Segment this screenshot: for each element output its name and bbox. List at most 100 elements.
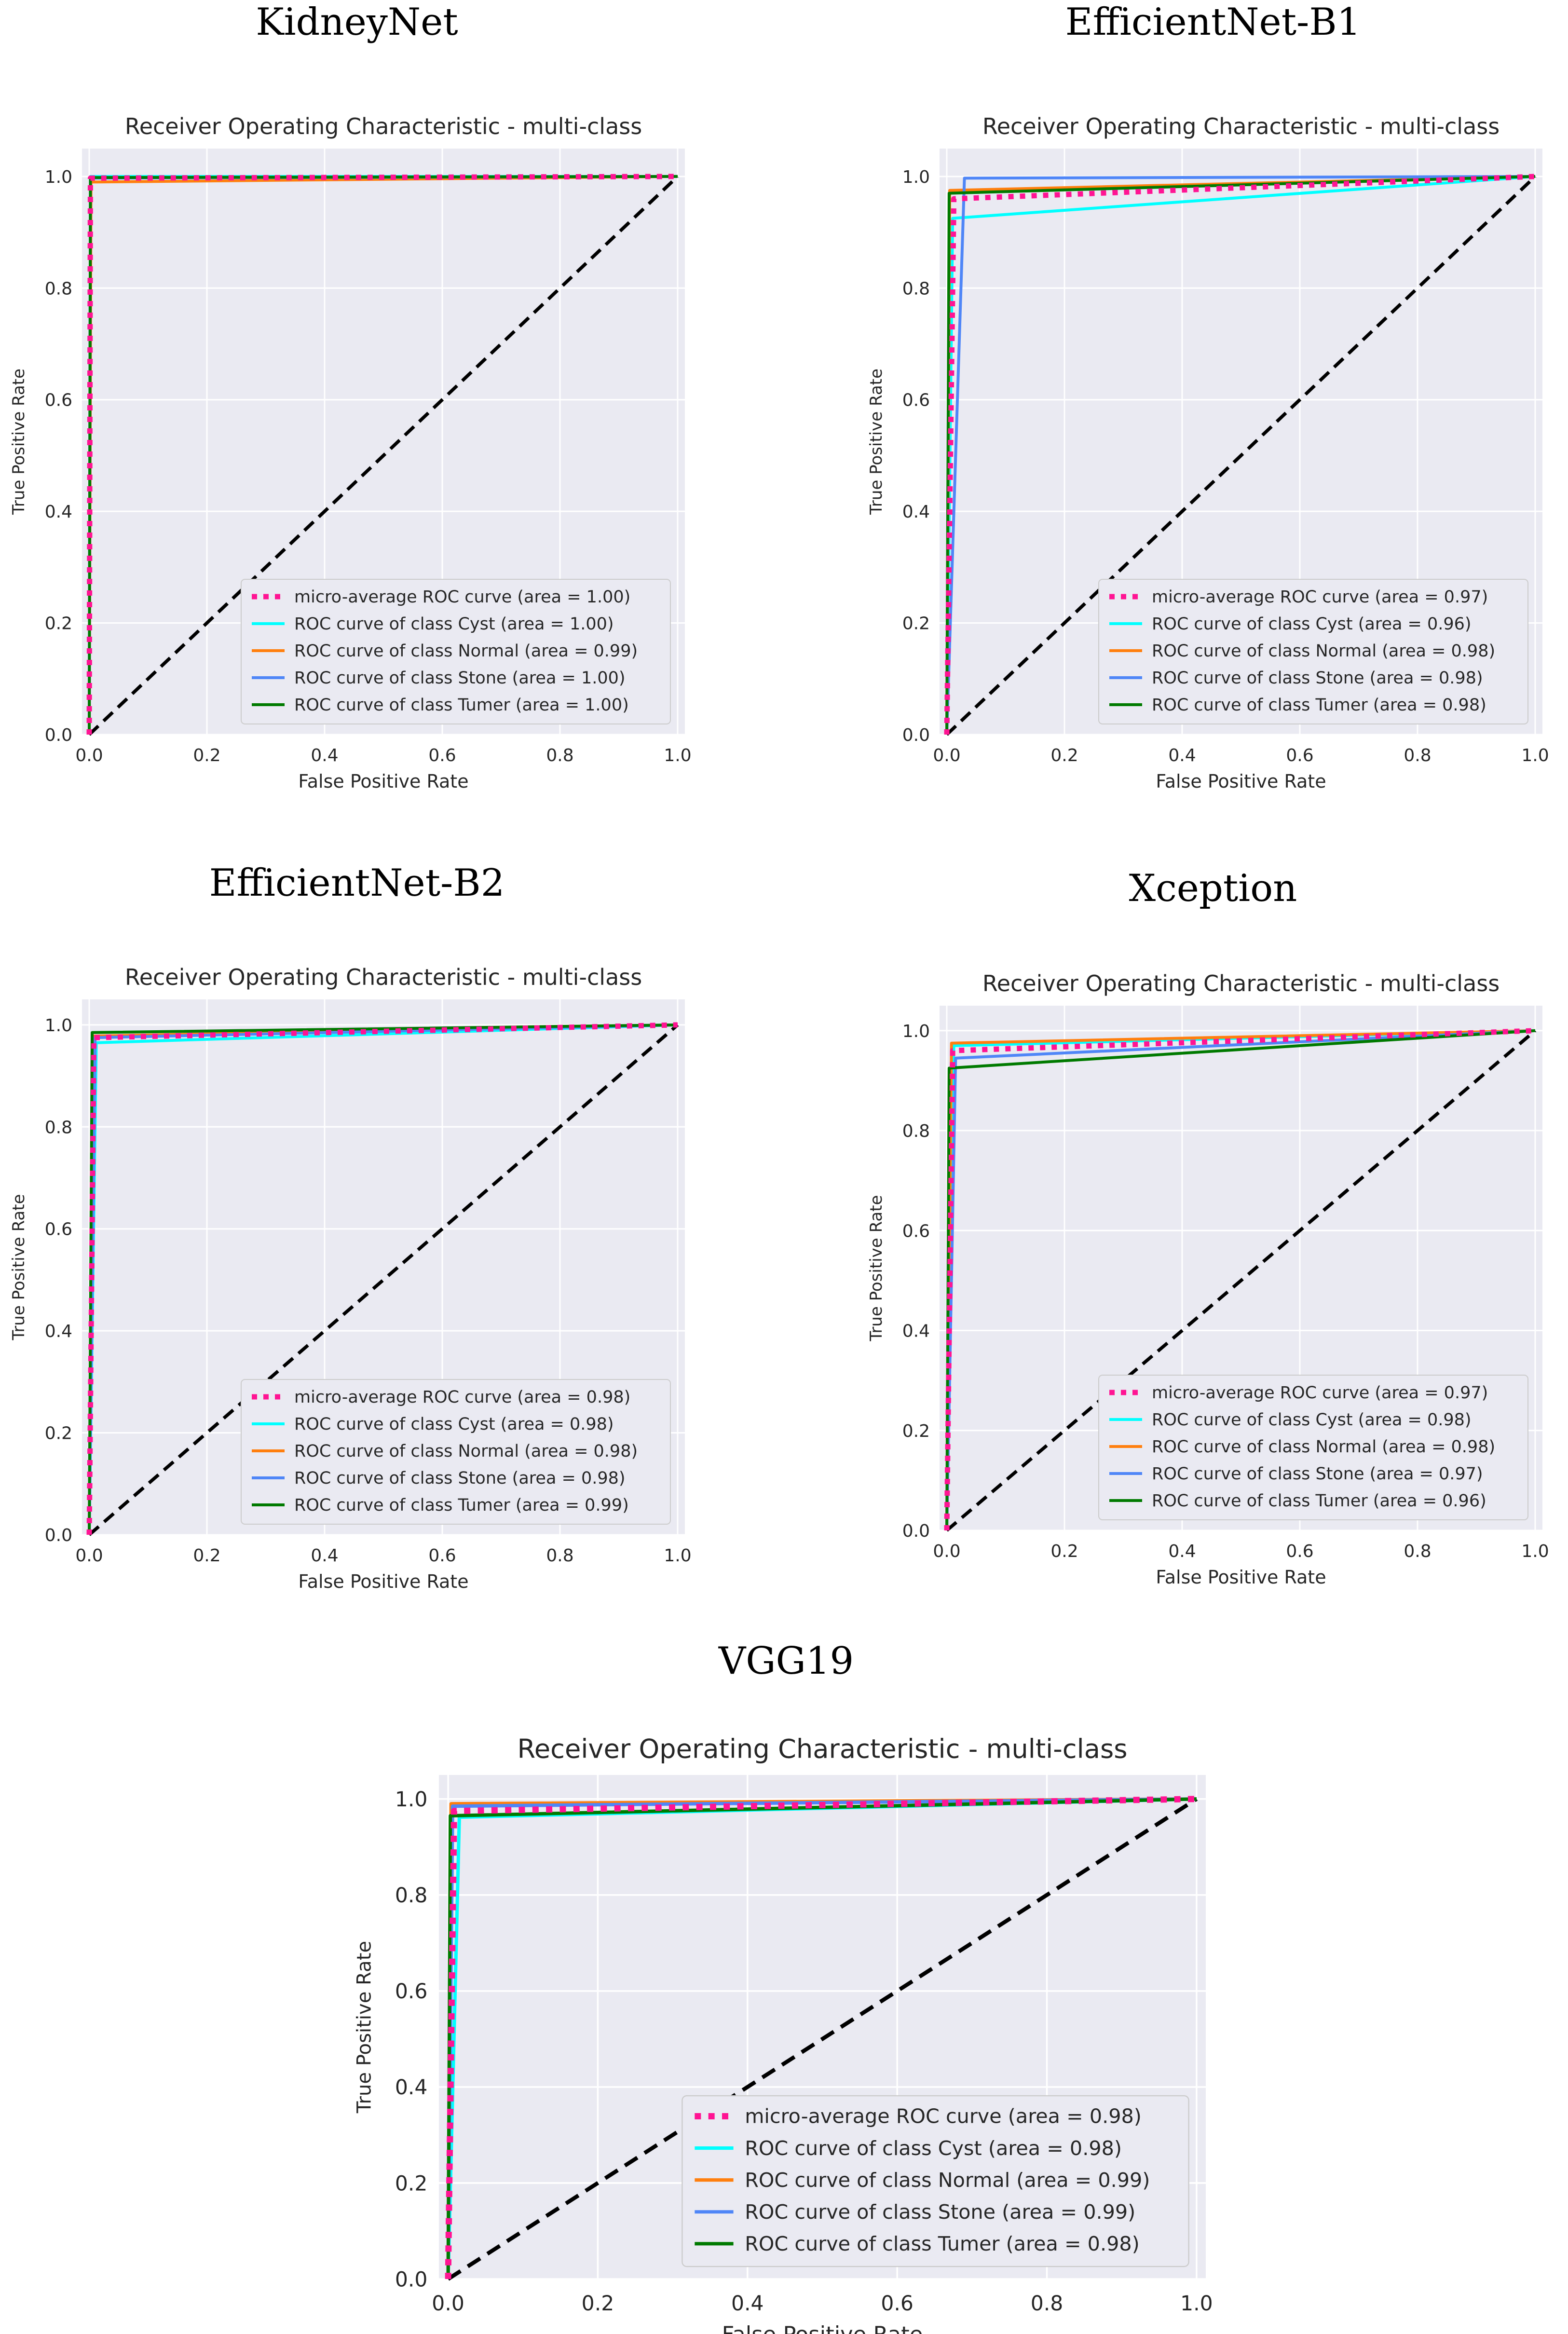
legend-label-micro: micro-average ROC curve (area = 1.00)	[294, 587, 630, 607]
x-tick-label: 0.8	[1031, 2292, 1064, 2316]
legend-label-stone: ROC curve of class Stone (area = 0.99)	[745, 2200, 1135, 2224]
legend-label-tumer: ROC curve of class Tumer (area = 0.98)	[745, 2232, 1140, 2255]
legend-label-normal: ROC curve of class Normal (area = 0.98)	[294, 1442, 638, 1461]
y-tick-label: 0.6	[902, 391, 930, 410]
legend-box	[1098, 1375, 1528, 1520]
panel-heading-efficientnet-b2: EfficientNet-B2	[209, 861, 505, 905]
x-tick-label: 0.6	[1286, 746, 1313, 765]
legend-label-stone: ROC curve of class Stone (area = 0.97)	[1152, 1464, 1483, 1484]
y-axis-label: True Positive Rate	[867, 1195, 886, 1342]
y-tick-label: 1.0	[902, 167, 930, 187]
y-tick-label: 1.0	[45, 167, 72, 187]
legend-label-normal: ROC curve of class Normal (area = 0.99)	[745, 2169, 1150, 2192]
y-tick-label: 1.0	[45, 1016, 72, 1036]
legend-label-stone: ROC curve of class Stone (area = 0.98)	[294, 1469, 626, 1488]
y-tick-label: 0.0	[902, 725, 930, 745]
y-tick-label: 0.2	[45, 614, 72, 634]
legend-label-normal: ROC curve of class Normal (area = 0.98)	[1152, 642, 1495, 661]
y-tick-label: 0.0	[45, 725, 72, 745]
y-tick-label: 0.6	[45, 1220, 72, 1240]
panel-heading-vgg19: VGG19	[718, 1639, 854, 1683]
legend-label-tumer: ROC curve of class Tumer (area = 0.99)	[294, 1496, 629, 1515]
legend-label-micro: micro-average ROC curve (area = 0.98)	[294, 1388, 630, 1407]
chance-diagonal-line	[447, 1797, 1198, 2281]
x-axis-label: False Positive Rate	[298, 1571, 468, 1592]
roc-line-tumer	[945, 175, 1536, 735]
chart-title: Receiver Operating Characteristic - mult…	[982, 113, 1500, 139]
x-tick-label: 0.4	[311, 1546, 338, 1566]
roc-chart-xception: 0.0 0.2 0.4 0.6 0.8 1.0 0.0 0.2 0.4 0.6 0.8 1.0 Rece…	[867, 970, 1549, 1588]
roc-line-micro	[86, 1022, 678, 1535]
roc-line-micro	[445, 1796, 1197, 2279]
x-tick-label: 0.0	[933, 1542, 960, 1561]
x-tick-label: 1.0	[664, 746, 691, 765]
roc-chart-efficientnet-b2: 0.0 0.2 0.4 0.6 0.8 1.0 0.0 0.2 0.4 0.6 0.8 1.0 Rece…	[9, 964, 692, 1592]
panel-heading-kidneynet: KidneyNet	[256, 0, 458, 44]
roc-chart-vgg19: 0.0 0.2 0.4 0.6 0.8 1.0 0.0 0.2 0.4 0.6 0.8 1.0 Rece…	[353, 1734, 1213, 2334]
y-tick-label: 0.0	[45, 1526, 72, 1545]
legend-box	[1098, 579, 1528, 724]
roc-line-stone	[945, 175, 1536, 735]
legend-label-tumer: ROC curve of class Tumer (area = 0.96)	[1152, 1491, 1486, 1511]
roc-line-micro	[944, 174, 1536, 735]
x-tick-label: 0.6	[1286, 1542, 1313, 1561]
y-tick-label: 0.8	[902, 1121, 930, 1141]
x-tick-label: 0.0	[933, 746, 960, 765]
y-axis-label: True Positive Rate	[867, 369, 886, 515]
legend-label-micro: micro-average ROC curve (area = 0.98)	[745, 2105, 1142, 2128]
y-tick-label: 0.4	[45, 502, 72, 522]
legend-label-normal: ROC curve of class Normal (area = 0.99)	[294, 642, 638, 661]
y-tick-label: 0.6	[902, 1221, 930, 1241]
x-tick-label: 0.2	[582, 2292, 614, 2316]
legend-label-stone: ROC curve of class Stone (area = 1.00)	[294, 669, 626, 688]
y-tick-label: 0.8	[902, 279, 930, 299]
x-tick-label: 0.4	[731, 2292, 764, 2316]
y-tick-label: 0.4	[902, 502, 930, 522]
x-tick-label: 0.4	[1168, 746, 1196, 765]
x-tick-label: 0.6	[428, 746, 456, 765]
chart-title: Receiver Operating Characteristic - mult…	[125, 964, 642, 990]
x-tick-label: 0.8	[546, 746, 573, 765]
y-tick-label: 0.4	[45, 1322, 72, 1341]
roc-chart-efficientnet-b1: 0.0 0.2 0.4 0.6 0.8 1.0 0.0 0.2 0.4 0.6 0.8 1.0 Rece…	[867, 113, 1549, 792]
roc-line-micro	[86, 174, 678, 735]
x-tick-label: 0.2	[193, 1546, 220, 1566]
x-tick-label: 1.0	[1521, 746, 1549, 765]
y-tick-label: 0.2	[45, 1424, 72, 1444]
y-tick-label: 0.0	[902, 1521, 930, 1541]
legend-label-cyst: ROC curve of class Cyst (area = 1.00)	[294, 614, 614, 634]
x-axis-label: False Positive Rate	[1156, 1567, 1326, 1588]
roc-chart-kidneynet: 0.0 0.2 0.4 0.6 0.8 1.0 0.0 0.2 0.4 0.6 0.8 1.0 Rece…	[9, 113, 692, 792]
y-tick-label: 0.8	[395, 1884, 428, 1908]
x-tick-label: 0.8	[1404, 1542, 1431, 1561]
chance-diagonal-line	[945, 175, 1537, 736]
x-tick-label: 0.4	[1168, 1542, 1196, 1561]
y-tick-label: 0.6	[45, 391, 72, 410]
chance-diagonal-line	[945, 1029, 1537, 1532]
y-axis-label: True Positive Rate	[353, 1941, 375, 2114]
panel-heading-xception: Xception	[1129, 867, 1297, 910]
x-tick-label: 0.8	[1404, 746, 1431, 765]
chart-title: Receiver Operating Characteristic - mult…	[125, 113, 642, 139]
y-tick-label: 0.4	[395, 2076, 428, 2100]
chance-diagonal-line	[88, 175, 679, 736]
legend-box	[241, 1379, 671, 1525]
x-tick-label: 0.2	[193, 746, 220, 765]
legend-label-micro: micro-average ROC curve (area = 0.97)	[1152, 587, 1488, 607]
y-tick-label: 0.2	[902, 614, 930, 634]
x-tick-label: 0.8	[546, 1546, 573, 1566]
legend-label-stone: ROC curve of class Stone (area = 0.98)	[1152, 669, 1483, 688]
x-tick-label: 0.2	[1050, 746, 1078, 765]
x-tick-label: 0.2	[1050, 1542, 1078, 1561]
y-axis-label: True Positive Rate	[9, 1194, 28, 1341]
y-tick-label: 1.0	[902, 1022, 930, 1041]
y-tick-label: 0.2	[902, 1421, 930, 1441]
chart-title: Receiver Operating Characteristic - mult…	[517, 1734, 1127, 1764]
legend-label-cyst: ROC curve of class Cyst (area = 0.96)	[1152, 614, 1472, 634]
roc-line-tumer	[88, 1023, 678, 1535]
y-tick-label: 0.8	[45, 1118, 72, 1137]
panel-heading-efficientnet-b1: EfficientNet-B1	[1065, 0, 1361, 44]
x-tick-label: 1.0	[1521, 1542, 1549, 1561]
x-axis-label: False Positive Rate	[1156, 771, 1326, 792]
